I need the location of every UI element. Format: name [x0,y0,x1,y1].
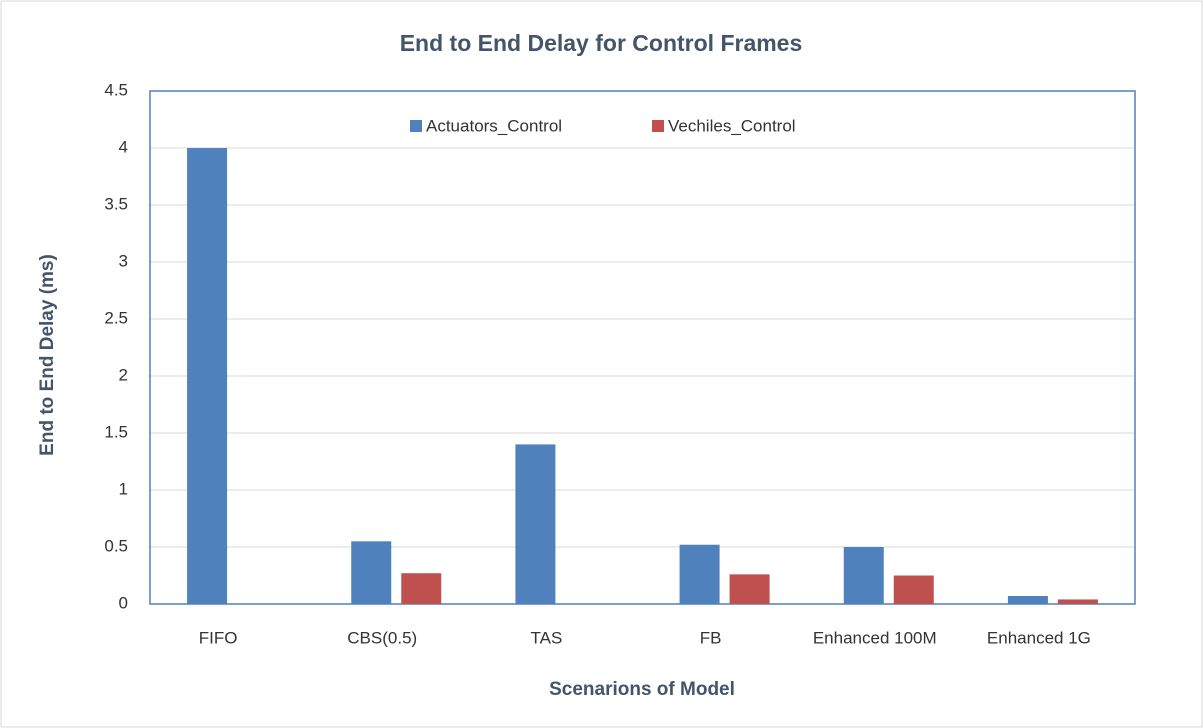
y-tick-label: 2 [119,365,128,384]
x-tick-label: Enhanced 100M [813,628,937,647]
x-tick-label: CBS(0.5) [347,628,417,647]
x-tick-label: TAS [531,628,563,647]
legend-label: Actuators_Control [426,116,562,135]
y-axis-title: End to End Delay (ms) [37,254,58,456]
legend-swatch [652,120,664,132]
bar [843,547,884,604]
bar [187,148,228,604]
y-tick-label: 2.5 [104,308,128,327]
y-tick-label: 0.5 [104,536,128,555]
x-tick-label: FB [700,628,722,647]
y-tick-label: 4 [119,137,128,156]
y-tick-label: 0 [119,593,128,612]
x-tick-label: Enhanced 1G [987,628,1091,647]
y-tick-label: 3 [119,251,128,270]
legend-swatch [410,120,422,132]
bar [351,541,392,604]
bar [729,574,770,604]
x-tick-label: FIFO [199,628,238,647]
bar [515,444,556,604]
bar [1057,599,1098,604]
bar [1007,596,1048,604]
y-tick-label: 1.5 [104,422,128,441]
y-tick-label: 1 [119,479,128,498]
bar [401,573,442,604]
x-axis-title: Scenarions of Model [549,679,735,700]
bar [893,575,934,604]
y-tick-label: 3.5 [104,194,128,213]
plot-border [149,90,1136,605]
y-tick-label: 4.5 [104,80,128,99]
bar [679,544,720,604]
chart-title: End to End Delay for Control Frames [400,30,803,56]
legend-label: Vechiles_Control [668,116,796,135]
